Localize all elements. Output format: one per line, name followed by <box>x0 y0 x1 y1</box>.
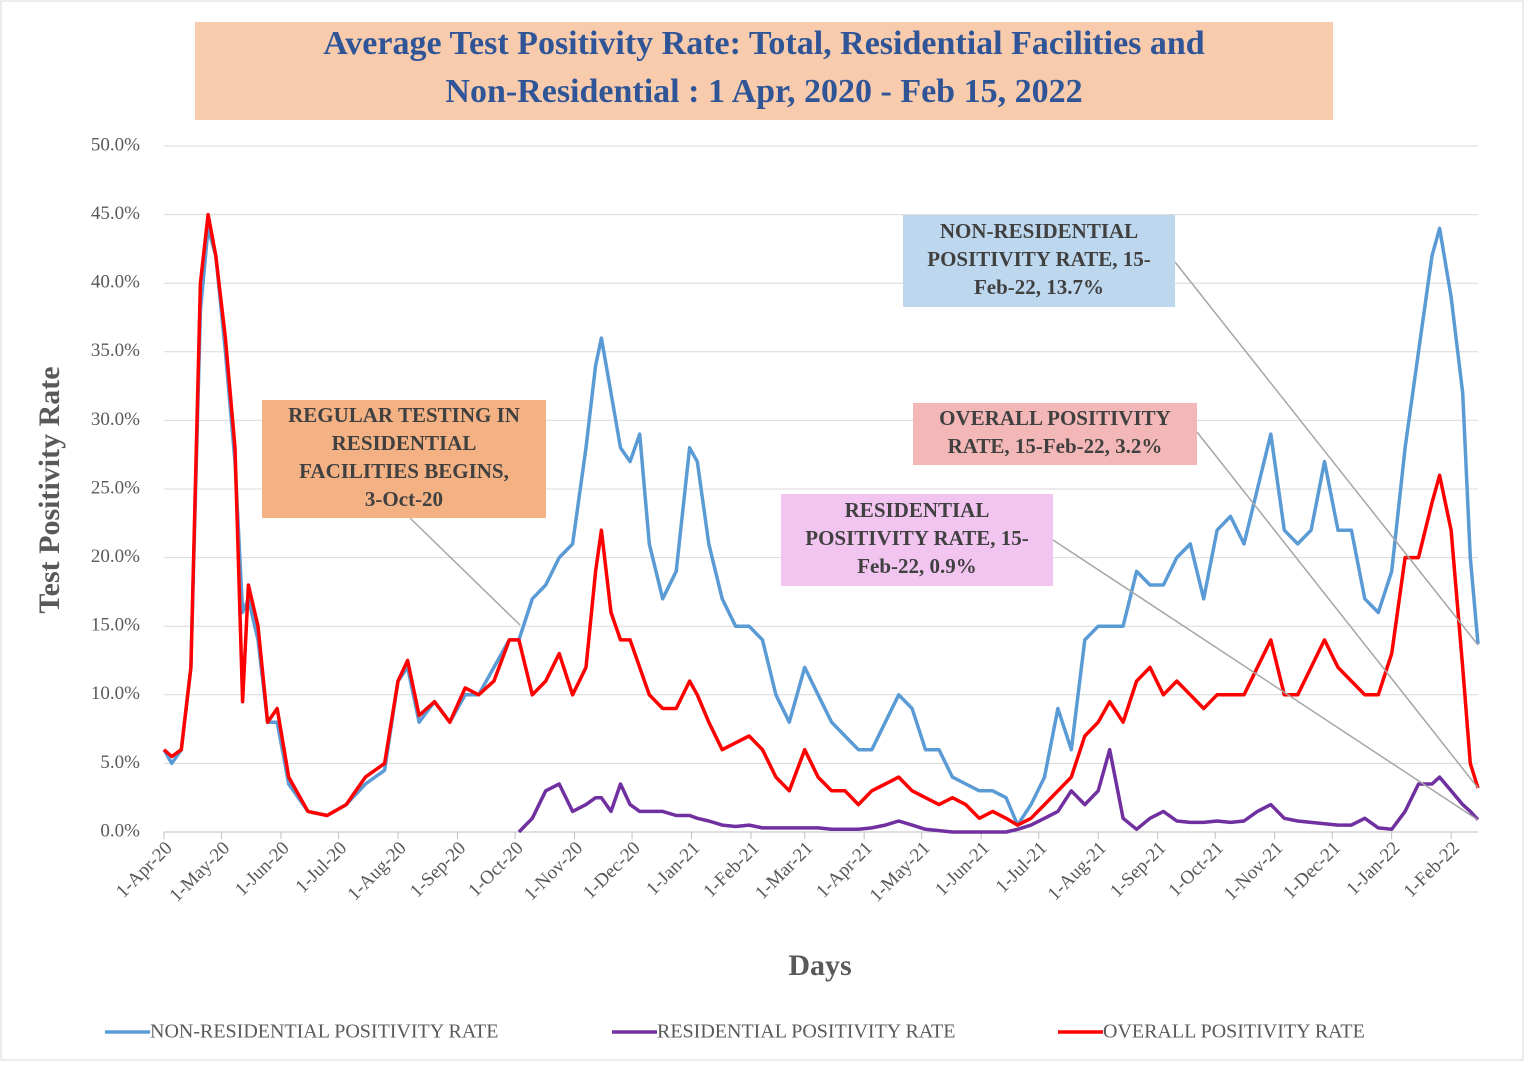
x-axis-label: Days <box>788 949 851 982</box>
legend-label: NON-RESIDENTIAL POSITIVITY RATE <box>150 1021 498 1043</box>
leader-line <box>409 517 521 626</box>
y-tick-label: 30.0% <box>91 409 140 430</box>
title-box <box>195 22 1333 120</box>
series-line <box>517 747 1480 834</box>
annotation-text: FACILITIES BEGINS, <box>299 459 509 483</box>
annotation-text: RATE, 15-Feb-22, 3.2% <box>948 434 1163 458</box>
legend: NON-RESIDENTIAL POSITIVITY RATE RESIDENTI… <box>105 1021 1365 1043</box>
annotation-text: Feb-22, 0.9% <box>857 554 977 578</box>
y-axis-label: Test Positivity Rate <box>33 366 66 613</box>
legend-label: RESIDENTIAL POSITIVITY RATE <box>657 1021 956 1043</box>
leader-line <box>1196 431 1479 789</box>
y-tick-label: 40.0% <box>91 272 140 293</box>
annotation-text: Feb-22, 13.7% <box>974 275 1104 299</box>
chart-title: Non-Residential : 1 Apr, 2020 - Feb 15, … <box>445 73 1082 110</box>
plot <box>162 212 1480 834</box>
y-tick-label: 10.0% <box>91 683 140 704</box>
annotation-text: RESIDENTIAL <box>332 431 477 455</box>
annotation-text: NON-RESIDENTIAL <box>940 219 1138 243</box>
annotation-box <box>913 403 1197 465</box>
legend-label: OVERALL POSITIVITY RATE <box>1103 1021 1365 1043</box>
annotation-text: REGULAR TESTING IN <box>288 403 520 427</box>
chart-title: Average Test Positivity Rate: Total, Res… <box>323 25 1205 62</box>
y-tick-label: 0.0% <box>100 820 140 841</box>
y-tick-label: 15.0% <box>91 615 140 636</box>
leader-line <box>1174 261 1479 646</box>
annotation-text: POSITIVITY RATE, 15- <box>927 247 1150 271</box>
annotation-text: 3-Oct-20 <box>365 487 443 511</box>
annotation-box <box>903 215 1175 307</box>
leader-line <box>1052 539 1479 821</box>
annotation-text: POSITIVITY RATE, 15- <box>805 526 1028 550</box>
annotation-text: OVERALL POSITIVITY <box>939 406 1171 430</box>
y-tick-label: 45.0% <box>91 203 140 224</box>
y-tick-label: 50.0% <box>91 134 140 155</box>
y-tick-label: 35.0% <box>91 340 140 361</box>
annotation-text: RESIDENTIAL <box>845 498 990 522</box>
y-tick-label: 25.0% <box>91 477 140 498</box>
annotations: REGULAR TESTING IN RESIDENTIAL FACILITIES … <box>262 215 1479 821</box>
y-tick-label: 20.0% <box>91 546 140 567</box>
series-line <box>162 226 1480 827</box>
annotation-box <box>262 400 546 518</box>
annotation-box <box>781 494 1053 586</box>
y-tick-label: 5.0% <box>100 752 140 773</box>
series-line <box>162 212 1480 827</box>
